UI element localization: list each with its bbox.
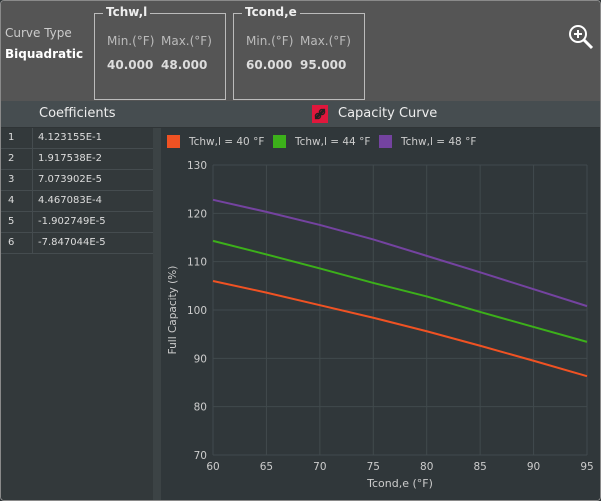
max-label: Max.(°F) — [161, 34, 212, 48]
coefficients-table: 1 4.123155E-1 2 1.917538E-2 3 7.073902E-5 4 4.4… — [1, 128, 153, 500]
tchw-range-group: Tchw,l Min.(°F) Max.(°F) 40.000 48.000 — [94, 5, 226, 100]
zoom-in-icon — [569, 25, 594, 50]
x-tick-label: 90 — [527, 461, 540, 473]
min-label: Min.(°F) — [246, 34, 294, 48]
link-icon — [312, 105, 328, 123]
zoom-in-button[interactable] — [567, 23, 595, 51]
x-tick-label: 60 — [206, 461, 219, 473]
y-tick-label: 110 — [187, 257, 207, 269]
row-index: 5 — [1, 212, 33, 233]
legend-item: Tchw,l = 44 °F — [273, 135, 370, 148]
legend-item: Tchw,l = 48 °F — [379, 135, 476, 148]
curve-type-value: Biquadratic — [5, 47, 84, 61]
coefficient-value: -1.902749E-5 — [38, 216, 106, 227]
min-label: Min.(°F) — [107, 34, 155, 48]
coefficient-value: 7.073902E-5 — [38, 174, 103, 185]
y-tick-label: 130 — [187, 160, 207, 172]
min-value: 60.000 — [246, 58, 293, 72]
x-tick-label: 95 — [580, 461, 593, 473]
series-line — [212, 239, 588, 343]
series-line — [212, 198, 588, 308]
y-tick-label: 120 — [187, 208, 207, 220]
x-tick-label: 65 — [260, 461, 273, 473]
x-tick-label: 70 — [313, 461, 326, 473]
tcond-range-group: Tcond,e Min.(°F) Max.(°F) 60.000 95.000 — [233, 5, 365, 100]
x-tick-label: 80 — [420, 461, 433, 473]
table-row[interactable]: 4 4.467083E-4 — [1, 191, 153, 212]
row-index: 3 — [1, 170, 33, 191]
section-header: Coefficients Capacity Curve — [1, 101, 600, 127]
plot-area: 60 65 70 75 80 85 90 95 70 80 90 100 110 120 130 Tcond,… — [167, 160, 594, 490]
coefficients-title: Coefficients — [39, 106, 116, 121]
coefficient-value: 4.467083E-4 — [38, 195, 103, 206]
legend-label: Tchw,l = 44 °F — [295, 135, 371, 148]
curve-info-panel: Curve Type Biquadratic Tchw,l Min.(°F) M… — [1, 1, 600, 101]
x-tick-label: 75 — [367, 461, 380, 473]
y-tick-label: 70 — [194, 450, 207, 462]
row-index: 2 — [1, 149, 33, 170]
legend-swatch — [273, 135, 286, 148]
y-tick-label: 80 — [194, 402, 207, 414]
y-tick-label: 90 — [194, 353, 207, 365]
y-axis-label: Full Capacity (%) — [167, 266, 179, 355]
row-index: 6 — [1, 233, 33, 254]
table-row[interactable]: 5 -1.902749E-5 — [1, 212, 153, 233]
chart-title: Capacity Curve — [338, 106, 438, 121]
legend-item: Tchw,l = 40 °F — [167, 135, 264, 148]
coefficient-value: 4.123155E-1 — [38, 132, 103, 143]
table-row[interactable]: 6 -7.847044E-5 — [1, 233, 153, 254]
legend-swatch — [379, 135, 392, 148]
series-line — [212, 280, 588, 378]
coefficient-value: 1.917538E-2 — [38, 153, 103, 164]
table-row[interactable]: 1 4.123155E-1 — [1, 128, 153, 149]
x-axis-label: Tcond,e (°F) — [366, 477, 433, 490]
row-index: 1 — [1, 128, 33, 149]
table-row[interactable]: 3 7.073902E-5 — [1, 170, 153, 191]
legend-label: Tchw,l = 48 °F — [401, 135, 477, 148]
max-value: 48.000 — [161, 58, 208, 72]
curve-type-label: Curve Type — [5, 26, 72, 40]
table-row[interactable]: 2 1.917538E-2 — [1, 149, 153, 170]
group-title: Tchw,l — [103, 5, 151, 19]
max-value: 95.000 — [300, 58, 347, 72]
min-value: 40.000 — [107, 58, 154, 72]
x-tick-label: 85 — [473, 461, 486, 473]
max-label: Max.(°F) — [300, 34, 351, 48]
panel-splitter[interactable] — [153, 128, 161, 500]
legend-label: Tchw,l = 40 °F — [189, 135, 265, 148]
group-title: Tcond,e — [242, 5, 300, 19]
capacity-chart: Tchw,l = 40 °F Tchw,l = 44 °F Tchw,l = 4… — [161, 128, 600, 500]
y-tick-label: 100 — [187, 305, 207, 317]
legend-swatch — [167, 135, 180, 148]
row-index: 4 — [1, 191, 33, 212]
coefficient-value: -7.847044E-5 — [38, 237, 106, 248]
